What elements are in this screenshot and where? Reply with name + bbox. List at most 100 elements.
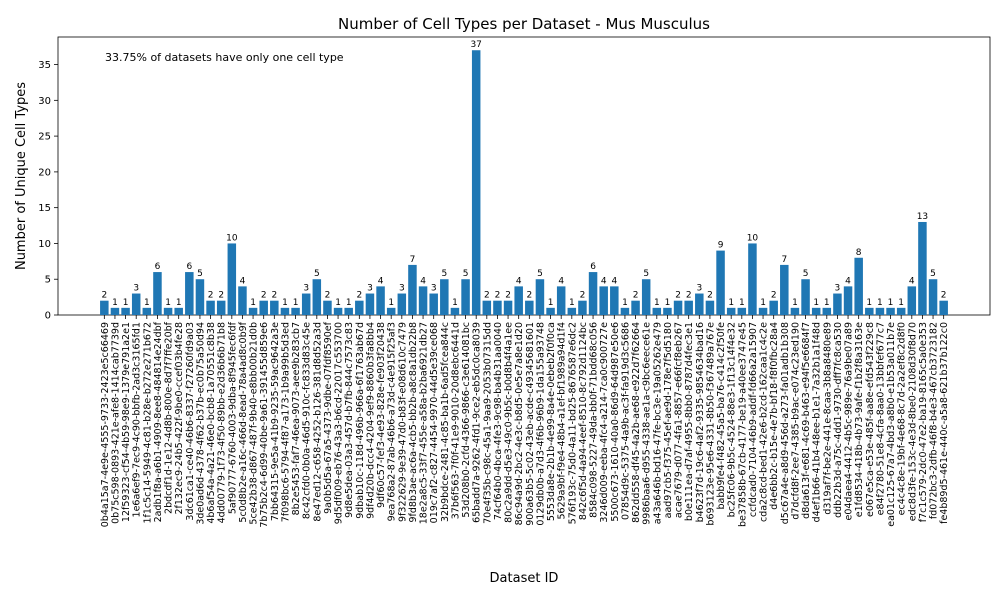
value-label: 1 bbox=[388, 298, 394, 308]
x-tick-label: 2bdcdf1d-1e12-4d8b-800e-8d7f7ffe20bf bbox=[164, 321, 175, 514]
bar bbox=[323, 300, 332, 315]
x-tick-label: 2adb1f8a-a6b1-4909-8ee8-484814e24dbf bbox=[153, 321, 164, 522]
value-label: 2 bbox=[218, 291, 224, 301]
value-label: 2 bbox=[495, 291, 501, 301]
x-tick-label: 4b6af54a-4a21-46e0-bcb8-1a70551c8b38 bbox=[206, 322, 217, 524]
value-label: 4 bbox=[240, 276, 246, 286]
bar bbox=[822, 307, 832, 315]
y-tick-label: 5 bbox=[45, 275, 51, 286]
x-tick-label: e1fd8534-418b-4b73-9afe-f1b2f8a3163e bbox=[854, 322, 865, 517]
value-label: 3 bbox=[133, 284, 139, 294]
bar bbox=[546, 307, 555, 315]
value-label: 4 bbox=[516, 276, 522, 286]
bar bbox=[833, 293, 842, 315]
x-tick-label: 9df4d20b-dcc4-4204-9ef9-8860b3fa8bb4 bbox=[365, 322, 376, 519]
x-tick-label: 9df60c57-fef3-4e93-828e-fe903f20438 bbox=[376, 322, 387, 508]
x-tick-label: ea01c125-67a7-4bd3-a8b0-e1b53a011b7e bbox=[886, 322, 897, 527]
value-label: 5 bbox=[441, 269, 447, 279]
x-tick-label: 1e6a6ef9-7ec9-4c90-bbfb-2ad3c3165fd1 bbox=[132, 322, 143, 517]
value-label: 2 bbox=[686, 291, 692, 301]
value-label: 2 bbox=[484, 291, 490, 301]
value-label: 5 bbox=[930, 269, 936, 279]
bar bbox=[195, 279, 205, 315]
bar bbox=[578, 300, 587, 315]
bar bbox=[450, 307, 460, 315]
x-tick-label: 2f132ec9-24b5-422f-9be0-ccef03b4fe28 bbox=[174, 322, 185, 515]
x-tick-label: 53d208b0-2cfd-4366-9866-c3e614081bc bbox=[461, 322, 472, 518]
y-tick-label: 0 bbox=[45, 311, 51, 322]
bar bbox=[291, 307, 300, 315]
bar bbox=[726, 307, 736, 315]
bar bbox=[663, 307, 672, 315]
value-label: 7 bbox=[781, 255, 787, 265]
x-tick-label: d7dcfd8f-2ee7-4385-b9ac-e074c23ed190 bbox=[790, 322, 801, 520]
value-label: 1 bbox=[144, 298, 150, 308]
x-tick-label: 80c2a9dd-d5e3-49c0-9b5c-b0d8b4f4a1ee bbox=[504, 322, 515, 523]
bar bbox=[429, 293, 438, 315]
x-tick-label: 12f59323-cf54-4b59-98e9-1379e791a2e1 bbox=[121, 322, 132, 522]
value-label: 2 bbox=[580, 291, 586, 301]
x-tick-label: 9986baa6-d955-4338-ae1a-c9bc6eece61e bbox=[642, 322, 653, 525]
x-tick-label: 0129db0b-a7d3-4f6b-96b9-1da155a93748 bbox=[535, 322, 546, 526]
value-label: 1 bbox=[739, 298, 745, 308]
bar bbox=[174, 307, 183, 315]
bar bbox=[142, 307, 152, 315]
x-tick-label: 07854d9c-5375-4a9b-ac3f-fa919d3c5686 bbox=[620, 322, 631, 520]
y-axis-label: Number of Unique Cell Types bbox=[14, 82, 29, 270]
bar bbox=[121, 307, 130, 315]
x-tick-label: 3dc61ca1-ce40-46b6-8337-f27260fd9a03 bbox=[185, 322, 196, 521]
value-label: 3 bbox=[399, 284, 405, 294]
bar bbox=[333, 307, 343, 315]
x-tick-label: 9a0b5d5a-67a5-4373-9dbe-07fdf8590ef bbox=[323, 321, 334, 514]
value-label: 3 bbox=[367, 284, 373, 294]
value-label: 37 bbox=[470, 40, 481, 50]
value-label: 1 bbox=[665, 298, 671, 308]
bar bbox=[270, 300, 279, 315]
bar bbox=[758, 307, 768, 315]
value-label: 4 bbox=[558, 276, 564, 286]
bar bbox=[631, 300, 640, 315]
x-tick-label: 37b6f563-7f0f-41e9-9010-20d8ebc6441d bbox=[450, 322, 461, 519]
x-tick-label: 5c0d8b2e-a16c-466d-8ead-78a4ad8c0b9f bbox=[238, 321, 249, 522]
x-tick-label: 5629a9bf-f9e4-48b4-a1ef-bf1989a94d1f4 bbox=[557, 322, 568, 520]
value-label: 2 bbox=[261, 291, 267, 301]
bar bbox=[408, 264, 417, 315]
x-tick-label: 0b4a15a7-4e9e-4555-9733-2423e5c66469 bbox=[100, 322, 111, 527]
x-tick-label: 8584c098-5227-49da-bb0f-71bdd68c056 bbox=[589, 322, 600, 518]
x-tick-label: 5ce42b38-d867-487f-9b40-e8bb00b21d0b bbox=[249, 322, 260, 525]
value-label: 1 bbox=[165, 298, 171, 308]
x-tick-label: 9ea768a2-87ab-46b6-a73d-c4e915f25af3 bbox=[387, 322, 398, 521]
value-label: 5 bbox=[537, 269, 543, 279]
x-tick-label: 74cf64b0-4bca-4fe3-9c98-ba4b31aa0040 bbox=[493, 322, 504, 520]
x-tick-label: e84f2780-51e8-4cfa-8aa0-13bbfef677c7 bbox=[875, 322, 886, 515]
x-tick-label: 5af90777-6760-4003-9dba-8f945fec6fdf bbox=[227, 321, 238, 514]
bar bbox=[716, 250, 725, 315]
bar bbox=[854, 257, 863, 315]
value-label: 6 bbox=[186, 262, 192, 272]
y-tick-label: 10 bbox=[38, 239, 51, 250]
value-label: 2 bbox=[633, 291, 639, 301]
x-tick-label: ec4c4c8e-19bf-4e68-8c7d-2a2ef8c2d8f0 bbox=[897, 322, 908, 515]
value-label: 8 bbox=[856, 248, 862, 258]
annotation: 33.75% of datasets have only one cell ty… bbox=[105, 51, 344, 64]
x-tick-label: acae7679-d077-4fa1-8857-e66fcf8eb267 bbox=[674, 322, 685, 518]
value-label: 3 bbox=[431, 284, 437, 294]
bar bbox=[705, 300, 715, 315]
value-label: 1 bbox=[569, 298, 575, 308]
value-label: 10 bbox=[747, 233, 759, 243]
x-tick-label: 4dd00779-1f73-4f50-89bb-e2d36b6b71b8 bbox=[217, 322, 228, 523]
value-label: 2 bbox=[675, 291, 681, 301]
value-label: 4 bbox=[845, 276, 851, 286]
value-label: 3 bbox=[696, 284, 702, 294]
bar bbox=[153, 272, 162, 315]
value-label: 10 bbox=[226, 233, 238, 243]
x-tick-label: d4e6bb2c-b15e-4e7b-bf18-f8f0fbc28a4 bbox=[769, 322, 780, 510]
x-tick-label: 842c6f5d-4a94-4eef-8510-8c792d1124bc bbox=[578, 322, 589, 520]
x-tick-label: 576f193c-75d0-4a11-bd25-8676587e6dc2 bbox=[567, 322, 578, 524]
x-tick-label: 9fd8b3ae-ac6a-4cb5-bb2b-a8c8a1db22b8 bbox=[408, 322, 419, 523]
bar bbox=[259, 300, 268, 315]
bar bbox=[928, 279, 938, 315]
bar bbox=[780, 264, 789, 315]
y-tick-label: 25 bbox=[38, 132, 51, 143]
x-tick-label: edc8d3fe-153c-4e3d-8be0-2108d30f8d70 bbox=[907, 322, 918, 521]
